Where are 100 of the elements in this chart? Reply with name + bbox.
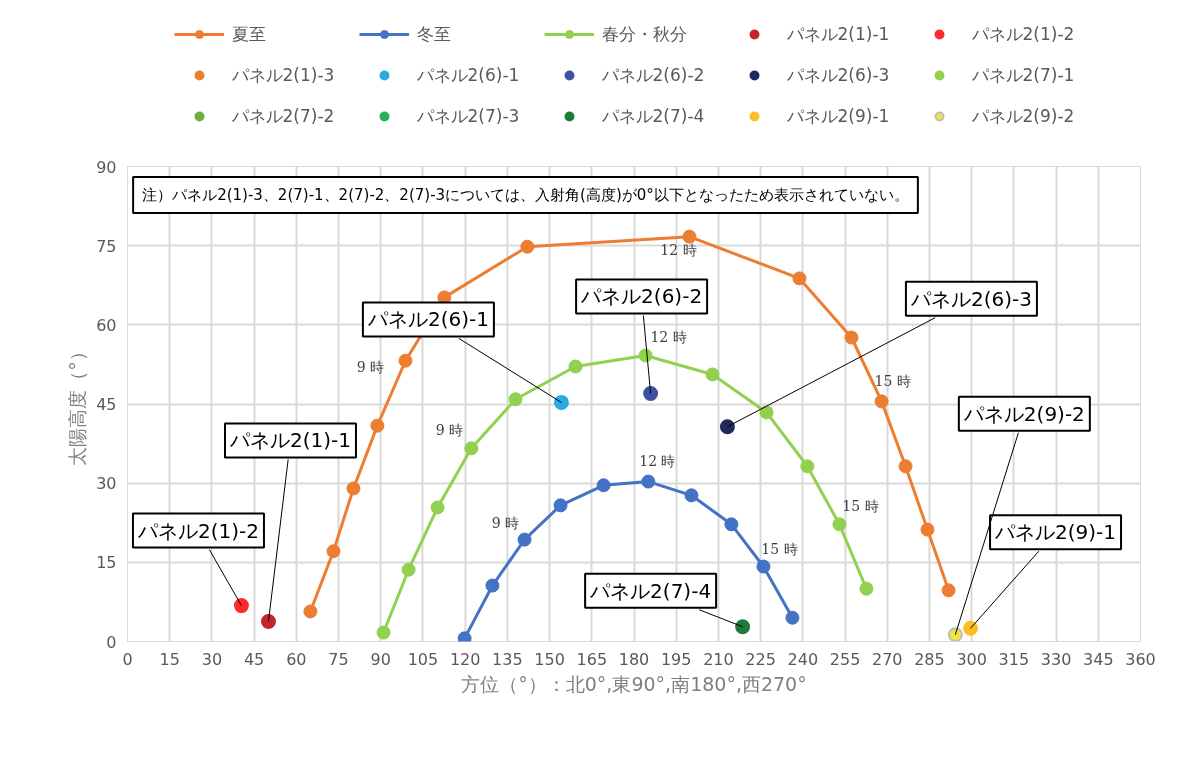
point (643, 385, 659, 401)
point (641, 474, 656, 489)
annotation: 9 時 (491, 514, 520, 531)
legend-label: パネル2(9)-1 (786, 104, 891, 128)
annotation: 15 時 (761, 540, 798, 557)
y-tick-label: 45 (96, 395, 117, 414)
annotation: パネル2(1)-1 (228, 428, 351, 453)
legend-label: 夏至 (231, 22, 267, 46)
point (941, 583, 956, 598)
y-tick-label: 0 (106, 632, 117, 652)
legend-label: パネル2(9)-2 (971, 104, 1076, 128)
legend-label: 冬至 (416, 22, 452, 46)
legend-label: 春分・秋分 (601, 22, 688, 46)
legend-label: パネル2(7)-2 (231, 104, 336, 128)
annotation: 9 時 (356, 358, 385, 375)
point (346, 481, 361, 496)
point (832, 517, 847, 532)
y-tick-label: 75 (96, 236, 117, 256)
annotation: パネル2(9)-1 (994, 520, 1117, 545)
legend-label: パネル2(1)-1 (786, 22, 891, 46)
annotation: 9 時 (435, 422, 464, 439)
x-tick-label: 315 (998, 649, 1030, 669)
x-tick-label: 270 (871, 649, 903, 669)
point (756, 559, 771, 574)
legend-label: パネル2(7)-3 (416, 104, 521, 128)
x-tick-label: 300 (956, 649, 987, 669)
legend-label: パネル2(6)-1 (416, 63, 521, 87)
point (759, 405, 774, 420)
point (457, 631, 472, 642)
x-tick-label: 225 (745, 649, 776, 669)
point (485, 578, 500, 593)
legend-label: パネル2(6)-2 (601, 63, 706, 87)
point (684, 488, 699, 503)
legend-label: パネル2(7)-4 (601, 104, 706, 128)
annotation: パネル2(6)-3 (909, 286, 1032, 311)
x-tick-label: 30 (201, 649, 223, 669)
point (874, 394, 889, 409)
point (233, 598, 249, 614)
point (920, 522, 935, 537)
x-axis-title: 方位（°）：北0°,東90°,南180°,西270° (461, 672, 807, 695)
point (464, 441, 479, 456)
x-tick-label: 75 (328, 649, 349, 669)
point (859, 581, 874, 596)
x-tick-label: 135 (492, 649, 523, 669)
point (553, 498, 568, 513)
legend-label: パネル2(1)-2 (971, 22, 1076, 46)
x-tick-label: 105 (407, 649, 439, 669)
x-tick-label: 345 (1083, 649, 1114, 669)
annotation: パネル2(6)-2 (580, 284, 703, 309)
point (963, 620, 979, 636)
annotation: 12 時 (639, 452, 676, 469)
point (326, 544, 341, 559)
point (520, 239, 535, 254)
point (430, 500, 445, 515)
annotation: パネル2(9)-2 (962, 401, 1085, 426)
annotation: 15 時 (842, 498, 879, 515)
x-tick-label: 255 (829, 649, 861, 669)
point (898, 459, 913, 474)
x-tick-label: 285 (914, 649, 945, 669)
x-tick-label: 0 (122, 649, 133, 669)
point (303, 604, 318, 619)
point (800, 459, 815, 474)
x-tick-label: 165 (576, 649, 608, 669)
point (682, 229, 697, 244)
y-tick-label: 15 (96, 553, 117, 573)
point (508, 392, 523, 407)
point (785, 610, 800, 625)
point (260, 613, 276, 629)
annotation: 12 時 (650, 329, 687, 346)
x-tick-label: 330 (1040, 649, 1072, 669)
point (398, 353, 413, 368)
point (370, 418, 385, 433)
point (735, 619, 751, 635)
point (947, 627, 963, 642)
point (553, 394, 569, 410)
legend-label: パネル2(7)-1 (971, 63, 1076, 87)
x-tick-label: 360 (1125, 649, 1156, 669)
point (844, 330, 859, 345)
point (705, 367, 720, 382)
point (724, 517, 739, 532)
annotation: 12 時 (660, 241, 697, 258)
point (376, 625, 391, 640)
annotation: パネル2(6)-1 (366, 307, 489, 332)
x-tick-label: 150 (534, 649, 565, 669)
annotation: 注）パネル2(1)-3、2(7)-1、2(7)-2、2(7)-3については、入射角(高度)が0°以下となったため表示されていない。 (142, 186, 909, 205)
point (401, 562, 416, 577)
x-tick-label: 120 (449, 649, 481, 669)
y-tick-label: 90 (96, 157, 117, 177)
annotation: 15 時 (874, 373, 911, 390)
y-tick-label: 30 (96, 474, 117, 494)
x-tick-label: 15 (159, 649, 180, 669)
annotation: パネル2(7)-4 (589, 578, 712, 603)
point (792, 271, 807, 286)
x-tick-label: 180 (618, 649, 650, 669)
y-tick-label: 60 (96, 315, 117, 335)
point (596, 478, 611, 493)
legend-label: パネル2(6)-3 (786, 63, 891, 87)
point (719, 419, 735, 435)
annotation: パネル2(1)-2 (136, 518, 259, 543)
x-tick-label: 45 (243, 649, 265, 669)
